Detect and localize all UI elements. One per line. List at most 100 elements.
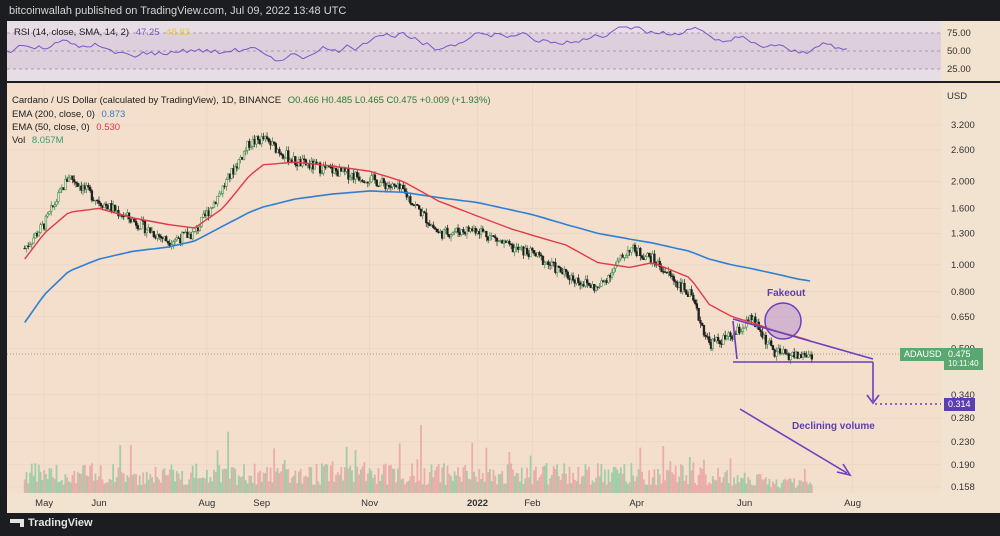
candle-body xyxy=(209,208,212,216)
candle-body xyxy=(555,266,559,273)
candle-body xyxy=(97,200,101,204)
candle-body xyxy=(770,340,773,346)
candle-body xyxy=(44,215,48,230)
candle-body xyxy=(280,153,283,155)
rsi-line xyxy=(7,26,848,62)
volume-bar xyxy=(566,483,569,493)
candle-body xyxy=(658,260,661,268)
date-tick-label: Aug xyxy=(198,498,215,509)
volume-bar xyxy=(204,478,207,493)
candle-body xyxy=(564,269,568,273)
candle-body xyxy=(518,247,522,250)
price-tick-label: 1.600 xyxy=(951,203,975,214)
volume-bar xyxy=(628,482,631,493)
volume-bar xyxy=(538,477,541,493)
volume-bar xyxy=(802,482,804,493)
volume-bar xyxy=(598,476,601,493)
volume-bar xyxy=(582,475,585,493)
volume-bar xyxy=(358,474,360,493)
candle-body xyxy=(53,204,56,207)
volume-bar xyxy=(92,480,95,493)
candle-body xyxy=(281,154,285,159)
volume-bar xyxy=(485,447,488,493)
volume-bar xyxy=(619,467,622,493)
volume-bar xyxy=(411,463,413,493)
volume-bar xyxy=(105,482,107,493)
volume-bar xyxy=(609,481,612,493)
volume-bar xyxy=(342,480,344,493)
tradingview-logo[interactable]: TradingView xyxy=(10,517,93,529)
volume-bar xyxy=(412,475,415,493)
volume-bar xyxy=(421,484,424,493)
candle-body xyxy=(64,178,67,191)
volume-bar xyxy=(803,468,806,493)
volume-bar xyxy=(381,474,383,493)
volume-bar xyxy=(126,475,129,493)
candle-body xyxy=(423,211,426,214)
volume-bar xyxy=(568,466,571,493)
volume-bar xyxy=(559,479,562,493)
volume-bar xyxy=(697,475,700,493)
volume-bar xyxy=(761,479,764,493)
price-badge-countdown: 10:11:40 xyxy=(948,359,979,368)
candle-body xyxy=(278,149,281,154)
volume-bar xyxy=(119,445,122,493)
triangle-left-leg xyxy=(732,320,738,360)
volume-bar xyxy=(384,463,387,493)
candle-body xyxy=(784,349,787,354)
volume-bar xyxy=(747,477,750,493)
volume-bar xyxy=(497,474,500,493)
volume-bar xyxy=(549,478,551,493)
volume-bar xyxy=(262,472,265,493)
volume-bar xyxy=(773,483,776,493)
candle-body xyxy=(272,141,276,144)
volume-bar xyxy=(351,470,353,493)
date-tick-label: Nov xyxy=(361,498,378,509)
candle-body xyxy=(743,326,746,329)
volume-bar xyxy=(552,466,555,493)
triangle-upper-line xyxy=(732,318,874,360)
volume-bar xyxy=(458,476,461,493)
candle-body xyxy=(219,193,223,195)
candle-body xyxy=(778,348,782,354)
volume-bar xyxy=(152,482,155,493)
candle-body xyxy=(543,262,546,266)
volume-bar xyxy=(480,478,482,493)
volume-bar xyxy=(494,475,497,493)
candle-body xyxy=(73,179,76,183)
volume-bar xyxy=(653,469,656,493)
volume-bar xyxy=(198,478,201,493)
volume-bar xyxy=(329,465,332,493)
volume-bar xyxy=(163,468,166,493)
candle-body xyxy=(48,211,51,215)
volume-arrow-line xyxy=(739,408,848,474)
volume-bar xyxy=(221,469,224,493)
volume-bar xyxy=(733,477,735,493)
volume-bar xyxy=(289,482,291,493)
volume-bar xyxy=(177,473,180,493)
volume-bar xyxy=(779,487,781,493)
volume-bar xyxy=(243,464,245,493)
price-badge: 0.475 10:11:40 xyxy=(944,348,983,370)
volume-bar xyxy=(359,469,362,493)
candle-body xyxy=(218,193,221,197)
volume-bar xyxy=(76,471,79,493)
volume-bar xyxy=(634,481,636,493)
volume-bar xyxy=(372,477,375,493)
candle-body xyxy=(248,140,251,148)
vol-value: 8.057M xyxy=(31,135,64,146)
candle-body xyxy=(508,240,511,245)
volume-bar xyxy=(154,467,157,493)
chart-canvas[interactable]: 75.00 50.00 25.00 Fakeout Declining volu… xyxy=(7,21,1000,513)
volume-bar xyxy=(483,481,486,493)
volume-bar xyxy=(531,484,534,493)
candle-body xyxy=(683,282,686,291)
volume-bar xyxy=(616,469,619,493)
candle-body xyxy=(409,196,412,204)
candle-body xyxy=(653,253,656,263)
candle-body xyxy=(234,166,237,175)
candle-body xyxy=(377,185,380,187)
volume-bar xyxy=(685,475,688,493)
candle-body xyxy=(140,220,143,230)
volume-bar xyxy=(361,466,364,493)
